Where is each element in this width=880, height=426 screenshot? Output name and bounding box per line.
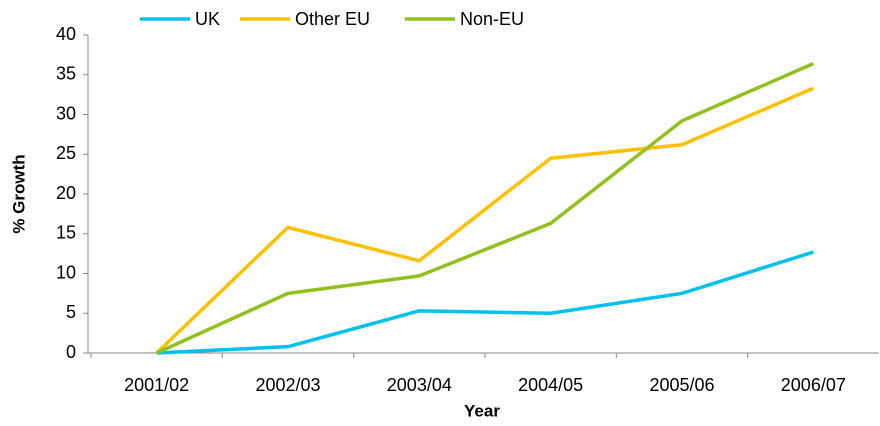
y-tick-label: 30 (56, 103, 76, 123)
series-line (155, 62, 815, 355)
series-line (156, 250, 814, 355)
x-tick-label: 2004/05 (518, 375, 583, 395)
x-tick-label: 2002/03 (255, 375, 320, 395)
legend-label: UK (195, 9, 220, 29)
x-tick-label: 2005/06 (649, 375, 714, 395)
x-axis-title: Year (464, 401, 500, 420)
y-axis-title: % Growth (9, 154, 28, 233)
y-tick-label: 20 (56, 183, 76, 203)
legend-label: Non-EU (460, 9, 524, 29)
y-tick-label: 40 (56, 24, 76, 44)
y-tick-label: 0 (66, 342, 76, 362)
y-tick-label: 5 (66, 302, 76, 322)
legend-label: Other EU (295, 9, 370, 29)
y-tick-label: 35 (56, 64, 76, 84)
y-tick-label: 10 (56, 262, 76, 282)
x-tick-label: 2003/04 (387, 375, 452, 395)
y-tick-label: 15 (56, 223, 76, 243)
series-line (155, 86, 815, 355)
x-tick-label: 2001/02 (124, 375, 189, 395)
x-tick-label: 2006/07 (781, 375, 846, 395)
y-tick-label: 25 (56, 143, 76, 163)
